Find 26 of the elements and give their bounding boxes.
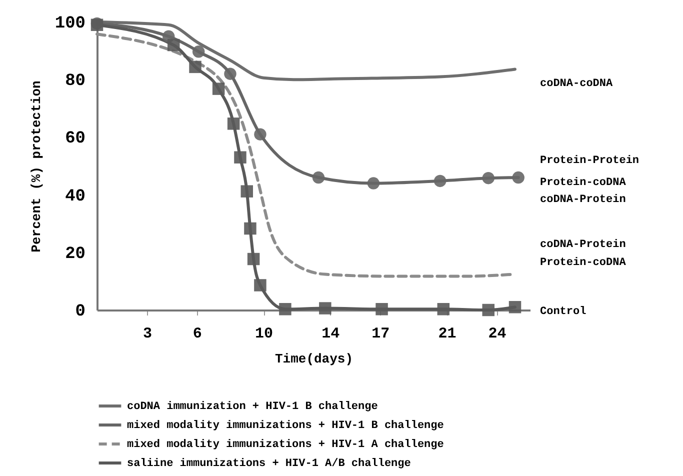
text: Protein-coDNA (540, 177, 626, 189)
legend-label: saliine immunizations + HIV-1 A/B challenge (127, 458, 412, 470)
x-axis-title: Time(days) (274, 352, 354, 366)
text: Protein-coDNA (540, 257, 626, 269)
x-tick-label: 24 (488, 326, 506, 342)
text: coDNA-Protein (540, 239, 626, 251)
x-tick-label: 17 (372, 326, 390, 342)
y-tick-label: 0 (75, 302, 86, 322)
x-tick-label: 10 (255, 326, 274, 342)
y-tick-label: 60 (65, 130, 86, 149)
text: Protein-Protein (540, 155, 640, 167)
text: coDNA-Protein (540, 194, 626, 206)
legend-label: mixed modality immunizations + HIV-1 A challenge (127, 439, 444, 451)
y-axis-title: Percent (%) protection (28, 80, 44, 252)
y-tick-label: 100 (54, 14, 86, 34)
x-tick-label: 14 (322, 326, 340, 342)
text: coDNA-coDNA (540, 78, 614, 90)
text: Control (540, 306, 587, 318)
x-tick-label: 3 (142, 326, 152, 342)
legend-label: mixed modality immunizations + HIV-1 B challenge (127, 420, 444, 432)
x-tick-label: 21 (438, 326, 456, 342)
legend-label: coDNA immunization + HIV-1 B challenge (127, 401, 378, 413)
x-tick-label: 6 (192, 326, 202, 342)
y-tick-label: 40 (65, 187, 86, 206)
y-tick-label: 80 (65, 72, 86, 92)
y-tick-label: 20 (65, 244, 86, 264)
